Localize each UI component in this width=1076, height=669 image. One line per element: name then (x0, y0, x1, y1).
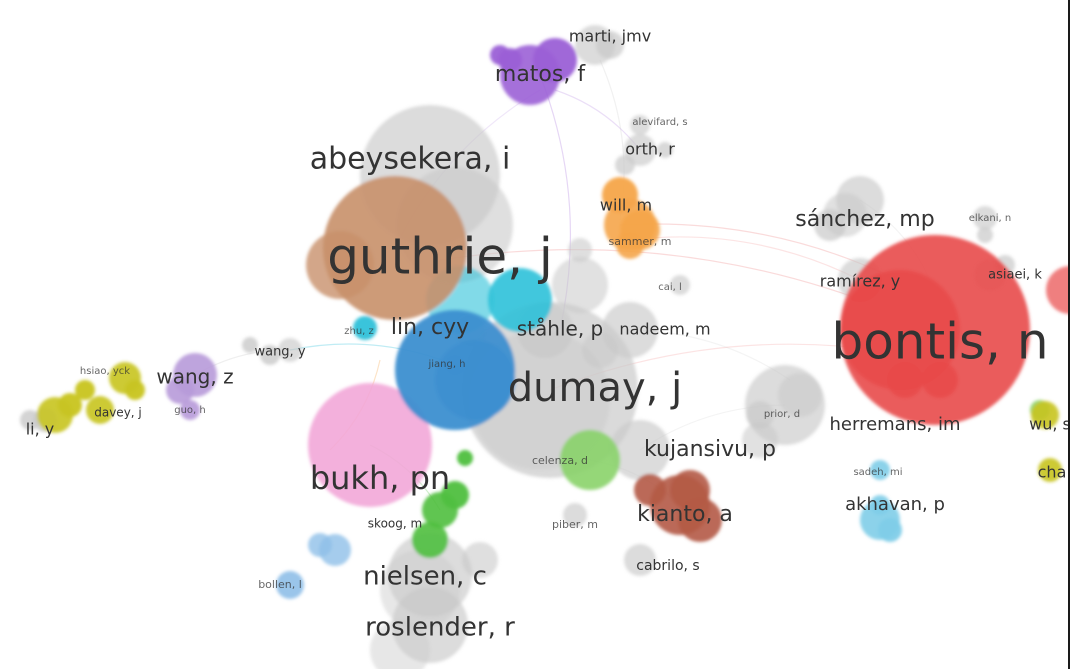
author-label[interactable]: roslender, r (365, 613, 515, 643)
bubble-layer (20, 25, 1076, 669)
author-bubble (323, 176, 467, 320)
cluster-bubble (457, 450, 473, 466)
author-bubble (650, 475, 710, 535)
cluster-bubble (260, 345, 280, 365)
author-label[interactable]: elkani, n (969, 213, 1012, 224)
author-label[interactable]: kujansivu, p (644, 437, 776, 462)
author-label[interactable]: sadeh, mi (853, 467, 902, 478)
author-bubble (560, 430, 620, 490)
author-label[interactable]: kianto, a (637, 502, 733, 527)
author-label[interactable]: zhu, z (344, 326, 374, 337)
cluster-bubble (75, 380, 95, 400)
author-bubble (445, 355, 465, 375)
author-label[interactable]: nadeem, m (619, 320, 710, 339)
author-bubble (276, 571, 304, 599)
author-label[interactable]: guo, h (174, 405, 206, 416)
author-label[interactable]: li, y (26, 420, 55, 439)
window-edge (1068, 0, 1076, 669)
author-bubble (308, 383, 432, 507)
author-label[interactable]: sammer, m (609, 235, 672, 248)
author-bubble (610, 420, 670, 480)
author-label[interactable]: bollen, l (258, 578, 302, 591)
author-label[interactable]: dumay, j (508, 365, 682, 411)
author-label[interactable]: piber, m (552, 518, 598, 531)
author-label[interactable]: marti, jmv (569, 27, 651, 46)
author-label[interactable]: guthrie, j (327, 228, 553, 286)
author-label[interactable]: herremans, im (830, 414, 961, 435)
author-bubble (422, 492, 458, 528)
author-bubble (180, 400, 200, 420)
author-bubble (1031, 401, 1059, 429)
label-layer: guthrie, j bontis, n dumay, j abeysekera, i… (26, 27, 1071, 643)
author-bubble (500, 45, 560, 105)
author-label[interactable]: will, m (600, 196, 652, 215)
author-bubble (109, 362, 141, 394)
author-bubble (604, 199, 656, 251)
author-label[interactable]: ståhle, p (517, 317, 603, 341)
author-bubble (616, 231, 644, 259)
author-bubble (392, 587, 468, 663)
cluster-bubble (977, 227, 993, 243)
author-label[interactable]: celenza, d (532, 454, 588, 467)
author-label[interactable]: orth, r (625, 140, 675, 159)
author-bubble (860, 500, 900, 540)
author-label[interactable]: sánchez, mp (795, 207, 934, 232)
author-label[interactable]: bontis, n (831, 313, 1048, 371)
cluster-bubble (488, 268, 552, 332)
author-bubble (353, 316, 377, 340)
author-label[interactable]: prior, d (764, 409, 800, 420)
author-label[interactable]: skoog, m (368, 517, 422, 531)
author-label[interactable]: abeysekera, i (310, 142, 511, 177)
cluster-bubble (308, 533, 332, 557)
author-bubble (630, 115, 650, 135)
author-label[interactable]: cha (1038, 463, 1067, 482)
author-bubble (173, 353, 217, 397)
author-bubble (563, 503, 587, 527)
author-label[interactable]: nielsen, c (363, 562, 487, 592)
cluster-bubble (412, 522, 448, 558)
author-label[interactable]: lin, cyy (391, 315, 469, 340)
author-bubble (1038, 458, 1062, 482)
author-label[interactable]: matos, f (495, 62, 586, 87)
author-label[interactable]: asiaei, k (988, 268, 1042, 283)
author-bubble (37, 397, 73, 433)
author-bubble (624, 544, 656, 576)
author-bubble (602, 302, 658, 358)
cluster-bubble (657, 142, 673, 158)
cluster-bubble (568, 238, 592, 262)
author-bubble (870, 460, 890, 480)
author-bubble (86, 396, 114, 424)
cluster-bubble (552, 257, 608, 313)
author-label[interactable]: wang, y (254, 345, 305, 360)
author-bubble (670, 275, 690, 295)
author-label[interactable]: wu, s (1029, 415, 1071, 434)
author-label[interactable]: cabrilo, s (636, 558, 699, 574)
author-bubble (836, 176, 884, 224)
author-label[interactable]: bukh, pn (310, 459, 450, 497)
author-bubble (624, 134, 656, 166)
author-label[interactable]: wang, z (156, 365, 233, 389)
author-label[interactable]: akhavan, p (845, 494, 945, 515)
author-label[interactable]: ramírez, y (820, 272, 901, 291)
network-link (629, 236, 861, 281)
author-label[interactable]: hsiao, yck (80, 366, 130, 377)
author-bubble (575, 25, 615, 65)
author-bubble (746, 401, 774, 429)
author-bubble (973, 206, 997, 230)
author-bubble (840, 235, 1030, 425)
author-label[interactable]: cai, l (658, 282, 682, 293)
author-bubble (278, 338, 302, 362)
author-label[interactable]: jiang, h (427, 359, 465, 370)
author-label[interactable]: alevifard, s (632, 117, 687, 128)
author-label[interactable]: davey, j (94, 406, 142, 420)
cluster-bubble (242, 337, 258, 353)
